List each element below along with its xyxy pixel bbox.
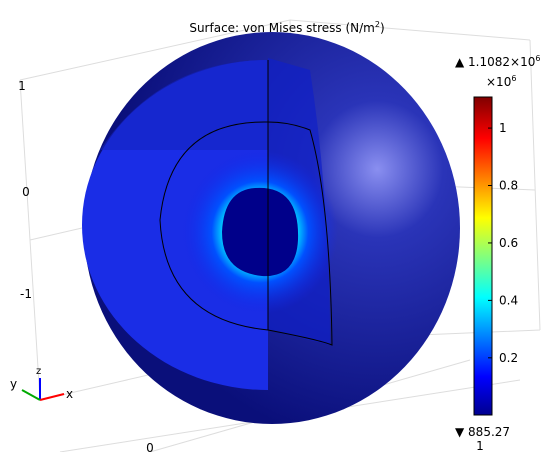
sphere — [82, 32, 460, 424]
colorbar-min: ▼ 885.27 — [455, 425, 510, 439]
colorbar-tick-label: 0.6 — [499, 236, 518, 250]
triad-z: z — [36, 366, 41, 377]
z-axis-label: 0 — [22, 185, 30, 199]
triad-y: y — [10, 377, 17, 391]
colorbar-multiplier: ×106 — [486, 74, 516, 89]
colorbar-tick-label: 0.4 — [499, 293, 518, 307]
colorbar-tick-label: 0.2 — [499, 351, 518, 365]
colorbar-max: ▲ 1.1082×106 — [455, 54, 540, 69]
x-axis-label: 0 — [146, 441, 154, 452]
z-axis-label: 1 — [18, 79, 26, 93]
plot: Surface: von Mises stress (N/m2) ▲ 1.108… — [0, 0, 552, 452]
colorbar-tick-label: 1 — [499, 121, 507, 135]
title: Surface: von Mises stress (N/m2) — [189, 20, 384, 35]
x-axis-label: 1 — [476, 439, 484, 452]
triad: z y x — [10, 366, 73, 401]
colorbar — [474, 97, 492, 415]
triad-x: x — [66, 387, 73, 401]
z-axis-label: -1 — [20, 287, 32, 301]
colorbar-tick-label: 0.8 — [499, 179, 518, 193]
